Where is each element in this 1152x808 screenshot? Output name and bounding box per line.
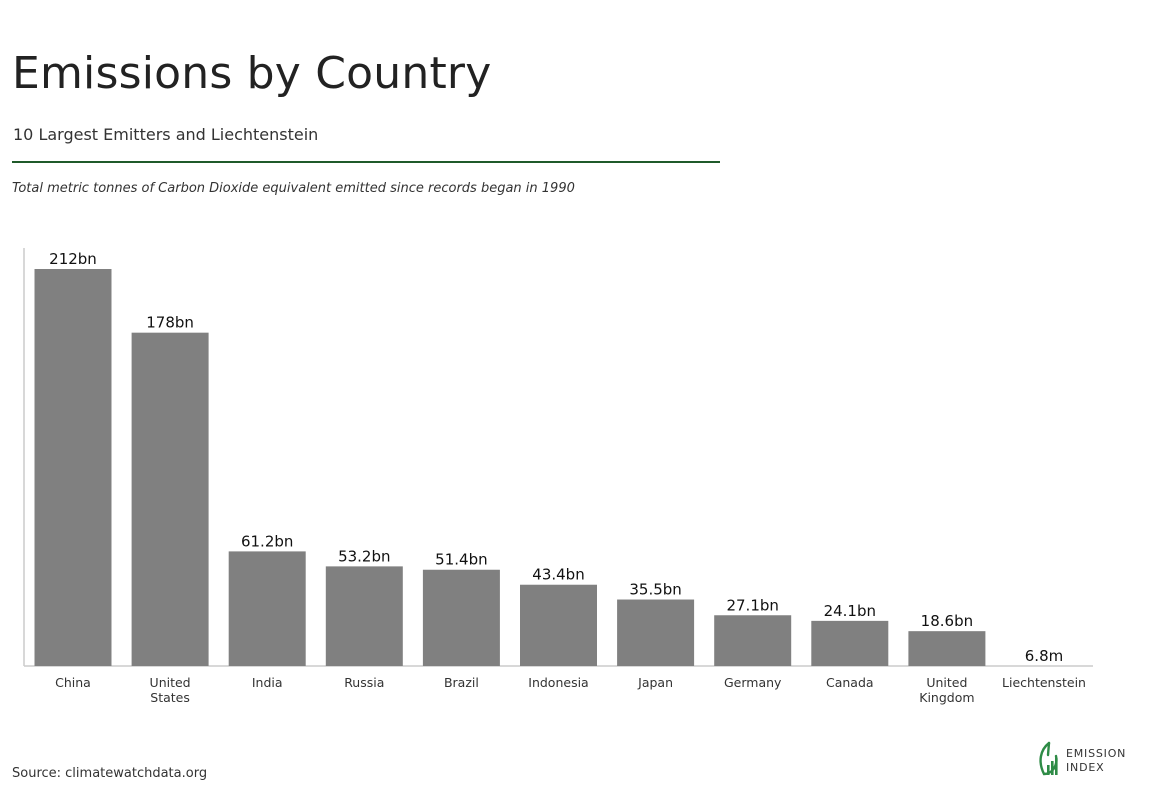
bar — [714, 615, 792, 666]
data-label: 35.5bn — [629, 581, 681, 599]
bar — [811, 620, 889, 666]
bar — [34, 269, 112, 666]
x-tick-label: India — [252, 675, 283, 690]
source-note: Source: climatewatchdata.org — [12, 766, 208, 781]
bar — [908, 631, 986, 666]
page-title: Emissions by Country — [12, 48, 492, 99]
data-label: 53.2bn — [338, 547, 390, 565]
x-tick-label: Liechtenstein — [1002, 675, 1086, 690]
emission-index-logo: EMISSION INDEX — [1036, 740, 1136, 780]
x-tick-label: Japan — [637, 675, 673, 690]
x-tick-label: United States — [150, 675, 191, 705]
x-tick-label: Russia — [344, 675, 384, 690]
bar — [520, 584, 597, 666]
bar — [617, 599, 695, 666]
x-tick-label: Brazil — [444, 675, 479, 690]
x-tick-label: Canada — [826, 675, 874, 690]
bar — [422, 569, 500, 666]
data-label: 6.8m — [1025, 647, 1063, 665]
chart-description: Total metric tonnes of Carbon Dioxide eq… — [12, 181, 575, 196]
bar — [325, 566, 403, 666]
logo-text-index: INDEX — [1066, 761, 1105, 774]
data-label: 24.1bn — [824, 602, 876, 620]
x-tick-label: China — [55, 675, 91, 690]
x-tick-label: Germany — [724, 675, 782, 690]
x-tick-label: United Kingdom — [919, 675, 974, 705]
logo-text-emission: EMISSION — [1066, 747, 1127, 760]
data-label: 27.1bn — [726, 596, 778, 614]
data-label: 61.2bn — [241, 532, 293, 550]
data-label: 212bn — [49, 250, 97, 268]
bar — [228, 551, 306, 666]
bar — [131, 332, 209, 666]
data-label: 43.4bn — [532, 566, 584, 584]
leaf-chart-icon — [1039, 741, 1058, 776]
data-label: 178bn — [146, 314, 194, 332]
x-tick-label: Indonesia — [528, 675, 588, 690]
data-label: 51.4bn — [435, 551, 487, 569]
page-subtitle: 10 Largest Emitters and Liechtenstein — [13, 125, 319, 144]
data-label: 18.6bn — [921, 612, 973, 630]
title-divider — [12, 161, 720, 163]
